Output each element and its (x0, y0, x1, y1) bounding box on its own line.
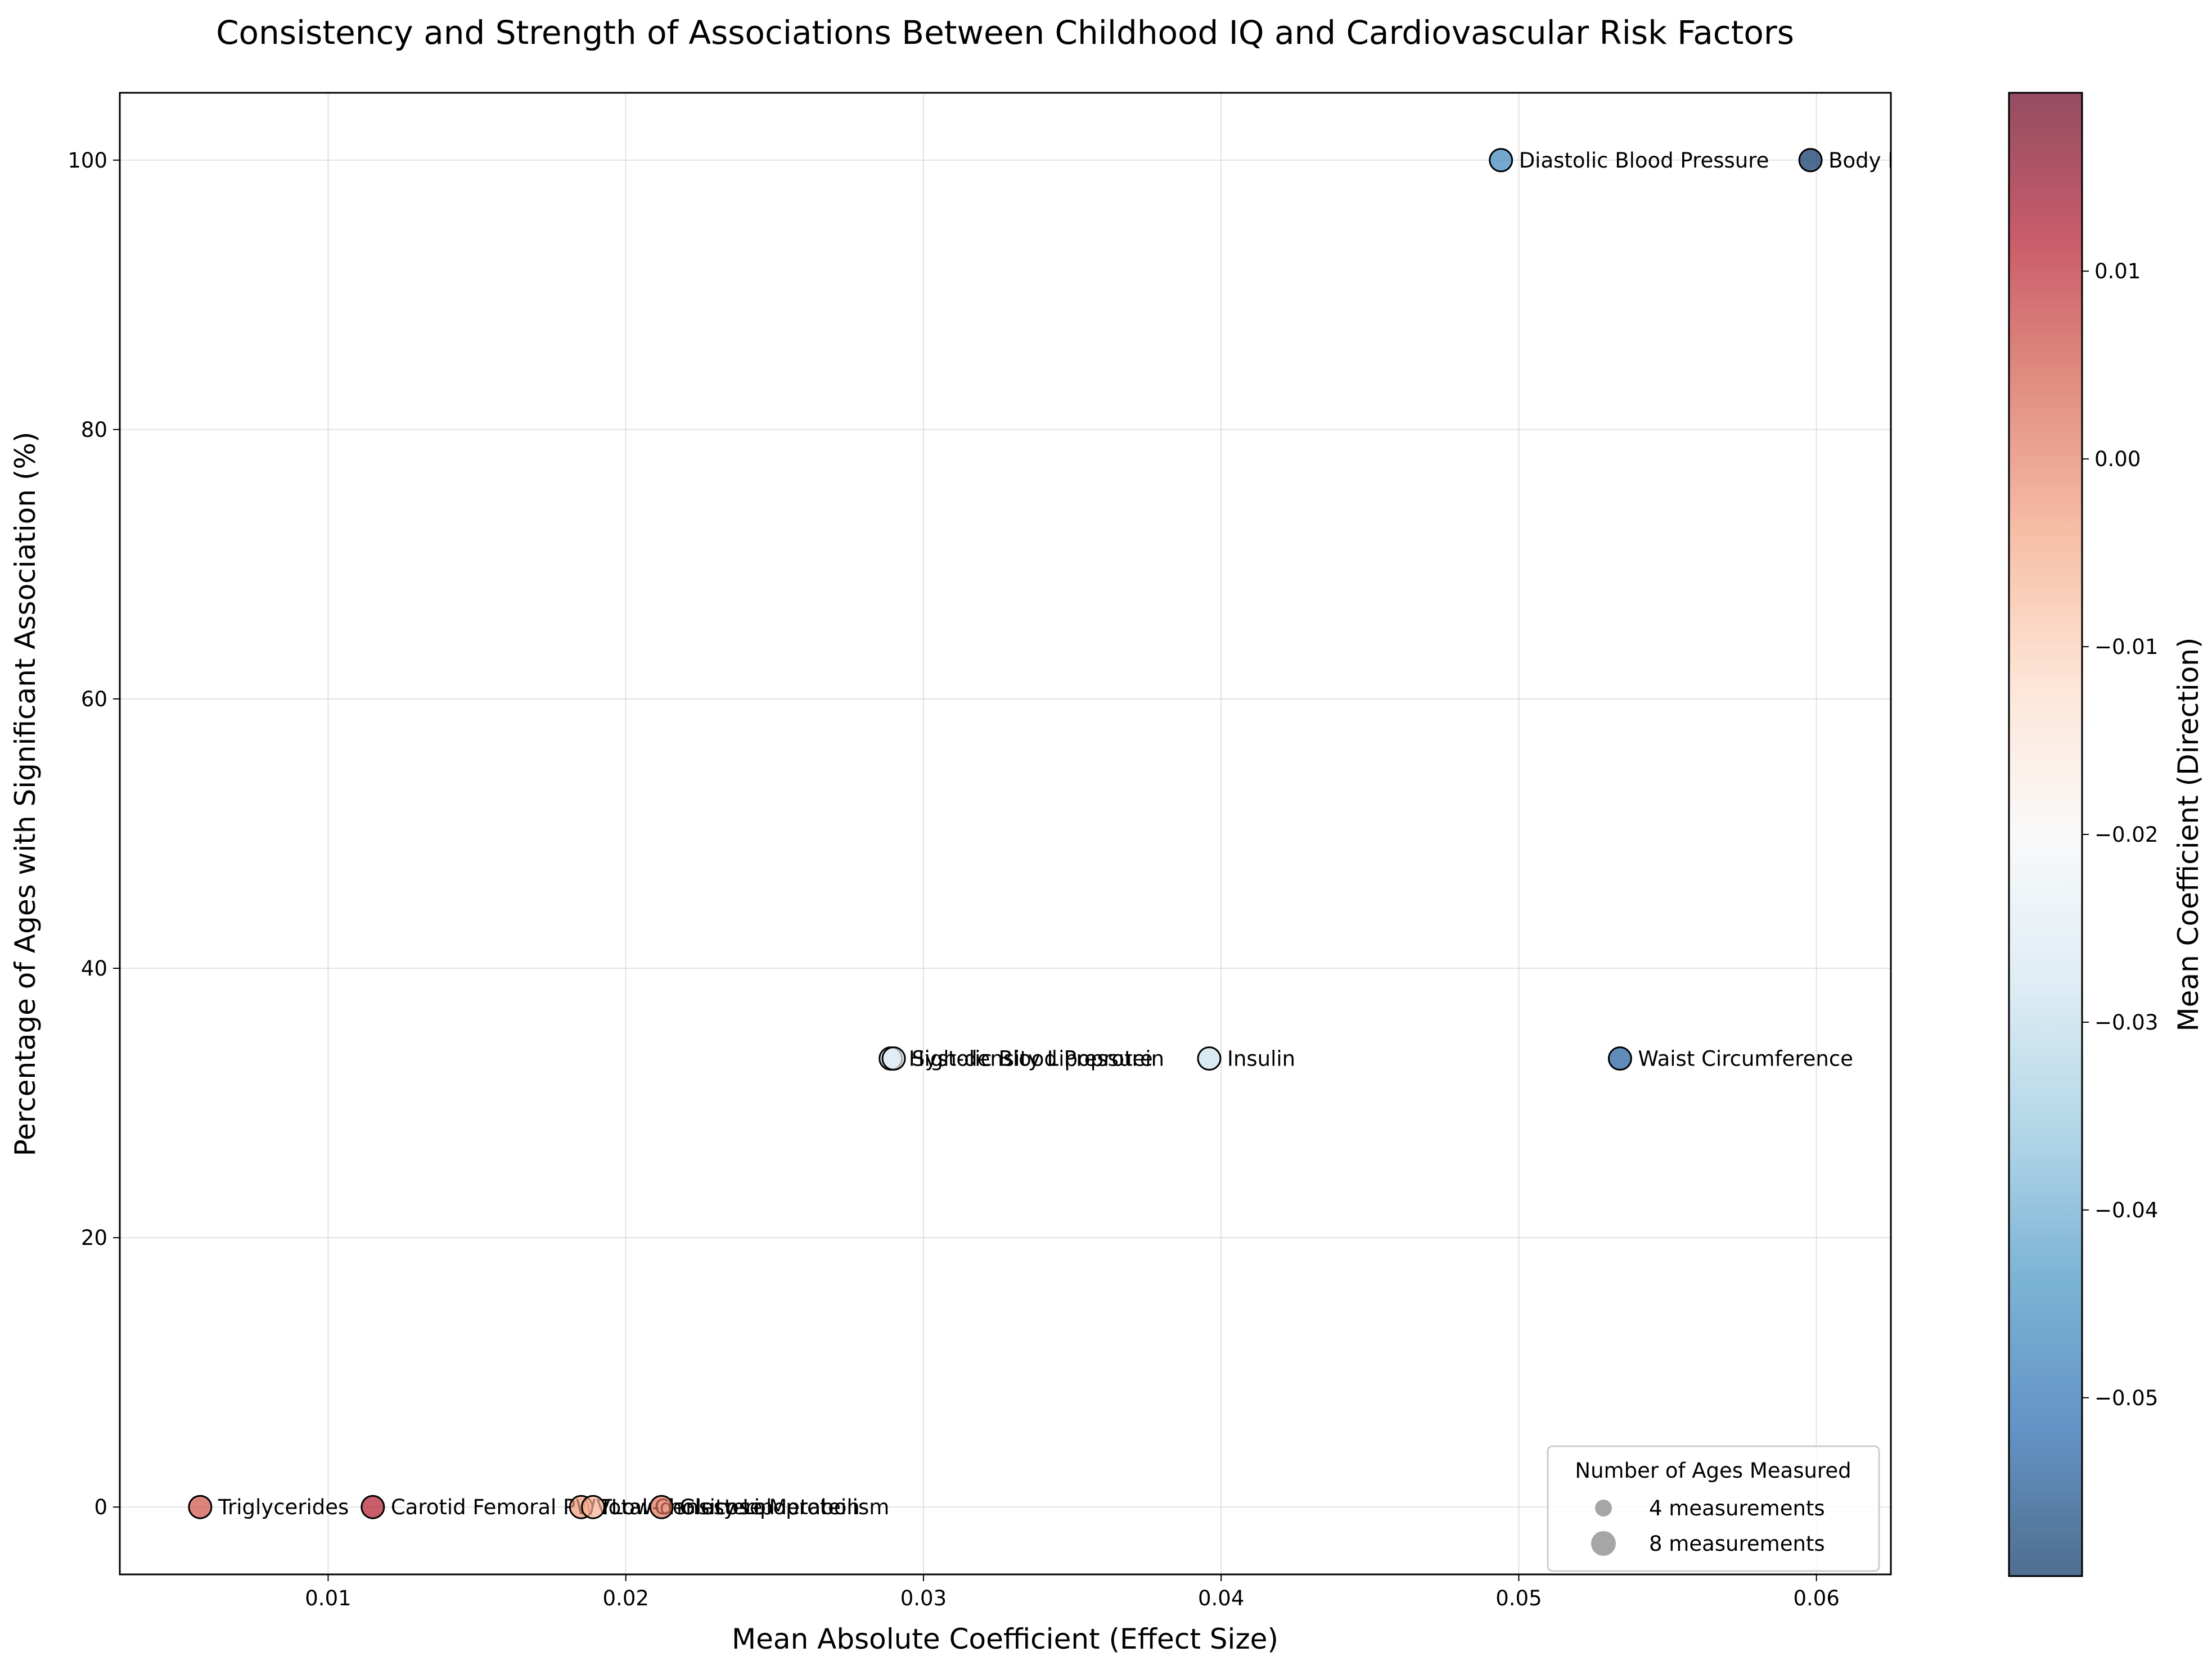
legend-title: Number of Ages Measured (1575, 1459, 1851, 1483)
x-tick-label: 0.01 (305, 1586, 351, 1610)
scatter-point (361, 1495, 385, 1519)
legend-marker-small (1595, 1500, 1612, 1516)
point-label: Body Mass Index (1828, 148, 2004, 173)
scatter-point (1607, 1046, 1632, 1071)
point-label: Total Cholesterol (598, 1495, 772, 1519)
chart-title: Consistency and Strength of Associations… (216, 13, 1794, 52)
scatter-point (649, 1495, 674, 1519)
colorbar-tick-label: −0.03 (2094, 1010, 2158, 1035)
y-axis-label: Percentage of Ages with Significant Asso… (9, 432, 42, 1157)
point-label: Insulin (1227, 1047, 1295, 1071)
x-tick-label: 0.04 (1198, 1586, 1244, 1610)
plot-frame (119, 92, 1892, 1576)
y-tick-label: 0 (94, 1495, 107, 1519)
colorbar-label: Mean Coefficient (Direction) (2172, 638, 2205, 1032)
x-tick-label: 0.06 (1793, 1586, 1839, 1610)
point-label: Systolic Blood Pressure (912, 1047, 1153, 1071)
y-tick-label: 20 (81, 1226, 107, 1250)
point-label: Waist Circumference (1638, 1047, 1853, 1071)
y-tick-label: 60 (81, 687, 107, 711)
x-tick-label: 0.05 (1495, 1586, 1542, 1610)
colorbar-tick-label: −0.05 (2094, 1386, 2158, 1410)
legend-marker-large (1591, 1531, 1616, 1556)
x-axis-label: Mean Absolute Coefficient (Effect Size) (732, 1623, 1278, 1655)
colorbar-gradient (2008, 92, 2083, 1577)
x-tick-label: 0.02 (603, 1586, 649, 1610)
scatter-point (1197, 1046, 1222, 1071)
x-tick-label: 0.03 (900, 1586, 947, 1610)
point-label: Diastolic Blood Pressure (1519, 148, 1769, 173)
colorbar-tick-label: −0.01 (2094, 635, 2158, 659)
colorbar-tick-label: 0.01 (2094, 259, 2141, 283)
scatter-point (580, 1495, 605, 1519)
scatter-point (188, 1495, 213, 1519)
size-legend: Number of Ages Measured 4 measurements 8… (1547, 1445, 1880, 1572)
colorbar: −0.05 −0.04 −0.03 −0.02 −0.01 0.00 0.01 Mean C… (2008, 92, 2205, 1577)
point-label: Triglycerides (218, 1495, 349, 1519)
y-tick-label: 40 (81, 956, 107, 981)
legend-label-large: 8 measurements (1649, 1532, 1825, 1556)
colorbar-ticks: −0.05 −0.04 −0.03 −0.02 −0.01 0.00 0.01 (2082, 259, 2158, 1410)
scatter-marks: Diastolic Blood Pressure Body Mass Index W… (188, 148, 2004, 1519)
y-tick-label: 100 (67, 148, 107, 173)
scatter-point (1489, 148, 1513, 173)
legend-label-small: 4 measurements (1649, 1496, 1825, 1520)
colorbar-tick-label: −0.04 (2094, 1198, 2158, 1222)
point-label: Glucose Metabolism (679, 1495, 889, 1519)
colorbar-tick-label: −0.02 (2094, 823, 2158, 847)
y-tick-label: 80 (81, 418, 107, 442)
scatter-point (881, 1046, 906, 1071)
scatter-point (1798, 148, 1823, 173)
colorbar-tick-label: 0.00 (2094, 447, 2141, 471)
plot-area: 0.01 0.02 0.03 0.04 0.05 0.06 0 20 40 60 80 100 Dias… (67, 92, 2004, 1610)
legend-box (1547, 1445, 1880, 1572)
point-label: High-density Lipoprotein (909, 1047, 1164, 1071)
